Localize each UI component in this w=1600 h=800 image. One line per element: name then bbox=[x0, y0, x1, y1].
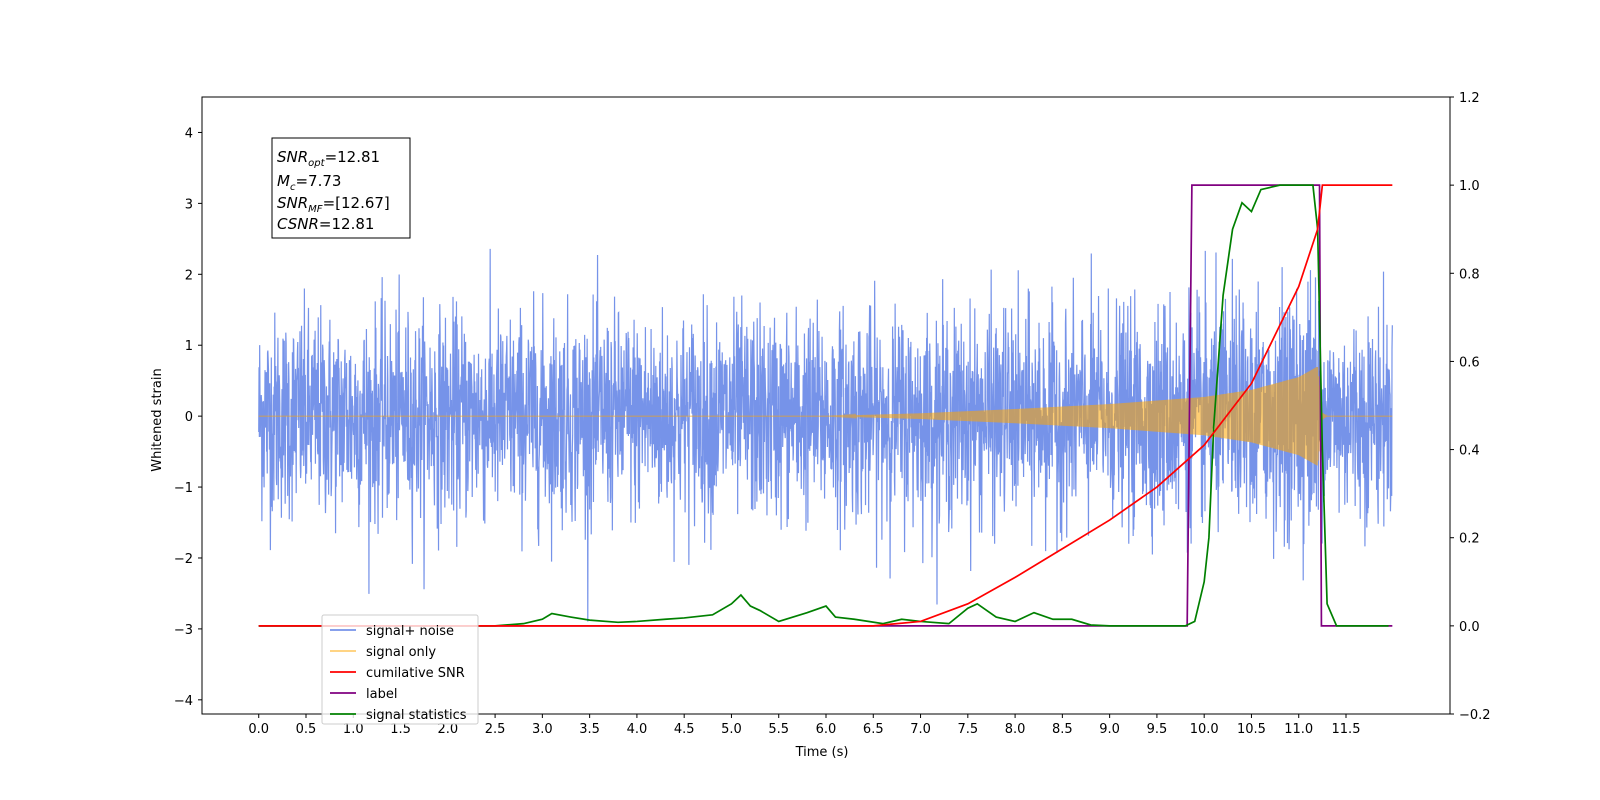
x-tick-label: 11.5 bbox=[1332, 722, 1361, 737]
y-axis-right: 1.2 1.0 0.8 0.6 0.4 0.2 0.0 −0.2 bbox=[1450, 91, 1491, 723]
legend: signal+ noise signal only cumilative SNR la… bbox=[321, 614, 479, 725]
y-tick-label-right: −0.2 bbox=[1459, 708, 1491, 723]
y-tick-label-right: 0.8 bbox=[1459, 267, 1480, 282]
y-tick-label-right: 0.4 bbox=[1459, 444, 1480, 459]
x-tick-label: 1.5 bbox=[390, 722, 411, 737]
y-tick-label-left: −3 bbox=[174, 623, 193, 638]
y-tick-label-left: −4 bbox=[174, 694, 193, 709]
annotation-box: SNRopt=12.81 Mc=7.73 SNRMF=[12.67] CSNR=… bbox=[271, 137, 411, 239]
x-tick-label: 1.0 bbox=[343, 722, 364, 737]
legend-signal-only: signal only bbox=[366, 645, 436, 660]
mc-annotation: Mc=7.73 bbox=[277, 172, 341, 193]
y-tick-label-right: 1.2 bbox=[1459, 91, 1480, 106]
snr-opt-annotation: SNRopt=12.81 bbox=[277, 148, 380, 169]
x-tick-label: 9.5 bbox=[1147, 722, 1168, 737]
x-tick-label: 11.0 bbox=[1284, 722, 1313, 737]
y-tick-label-right: 1.0 bbox=[1459, 179, 1480, 194]
y-tick-label-right: 0.6 bbox=[1459, 355, 1480, 370]
x-tick-label: 2.0 bbox=[437, 722, 458, 737]
x-tick-label: 7.0 bbox=[910, 722, 931, 737]
legend-cumulative-snr: cumilative SNR bbox=[366, 666, 465, 681]
x-tick-label: 9.0 bbox=[1099, 722, 1120, 737]
legend-signal-noise: signal+ noise bbox=[366, 624, 454, 639]
y-tick-label-left: 0 bbox=[185, 410, 193, 425]
series-signal-noise bbox=[258, 248, 1393, 622]
x-tick-label: 3.5 bbox=[579, 722, 600, 737]
series-signal-statistics bbox=[258, 184, 1389, 627]
x-tick-label: 6.5 bbox=[863, 722, 884, 737]
x-tick-label: 8.0 bbox=[1005, 722, 1026, 737]
x-tick-label: 10.5 bbox=[1237, 722, 1266, 737]
y-tick-label-left: 2 bbox=[185, 268, 193, 283]
y-tick-label-left: 3 bbox=[185, 197, 193, 212]
x-axis-label: Time (s) bbox=[795, 745, 849, 760]
csnr-annotation: CSNR=12.81 bbox=[277, 215, 374, 233]
x-tick-label: 3.0 bbox=[532, 722, 553, 737]
legend-signal-statistics: signal statistics bbox=[366, 708, 467, 723]
x-tick-label: 0.5 bbox=[296, 722, 317, 737]
y-tick-label-left: −2 bbox=[174, 552, 193, 567]
series-label bbox=[258, 184, 1393, 627]
y-axis-label: Whitened strain bbox=[150, 368, 165, 471]
legend-label: label bbox=[366, 687, 397, 702]
snr-mf-annotation: SNRMF=[12.67] bbox=[277, 194, 390, 215]
x-tick-label: 10.0 bbox=[1190, 722, 1219, 737]
x-tick-label: 5.0 bbox=[721, 722, 742, 737]
series-signal-only bbox=[258, 366, 1393, 466]
x-tick-label: 7.5 bbox=[957, 722, 978, 737]
x-tick-label: 4.0 bbox=[627, 722, 648, 737]
y-tick-label-left: 4 bbox=[185, 126, 193, 141]
x-tick-label: 4.5 bbox=[674, 722, 695, 737]
y-tick-label-left: −1 bbox=[174, 481, 193, 496]
x-tick-label: 6.0 bbox=[816, 722, 837, 737]
x-tick-label: 0.0 bbox=[248, 722, 269, 737]
y-tick-label-right: 0.0 bbox=[1459, 620, 1480, 635]
y-tick-label-right: 0.2 bbox=[1459, 532, 1480, 547]
x-axis: 0.0 0.5 1.0 1.5 2.0 2.5 3.0 3.5 4.0 4.5 5.0 5.5 6.0 6… bbox=[248, 714, 1360, 737]
x-tick-label: 2.5 bbox=[485, 722, 506, 737]
plot-area bbox=[258, 184, 1393, 627]
y-tick-label-left: 1 bbox=[185, 339, 193, 354]
series-cumulative-snr bbox=[258, 184, 1393, 627]
x-tick-label: 5.5 bbox=[768, 722, 789, 737]
y-axis-left: 4 3 2 1 0 −1 −2 −3 −4 bbox=[174, 126, 202, 709]
x-tick-label: 8.5 bbox=[1052, 722, 1073, 737]
